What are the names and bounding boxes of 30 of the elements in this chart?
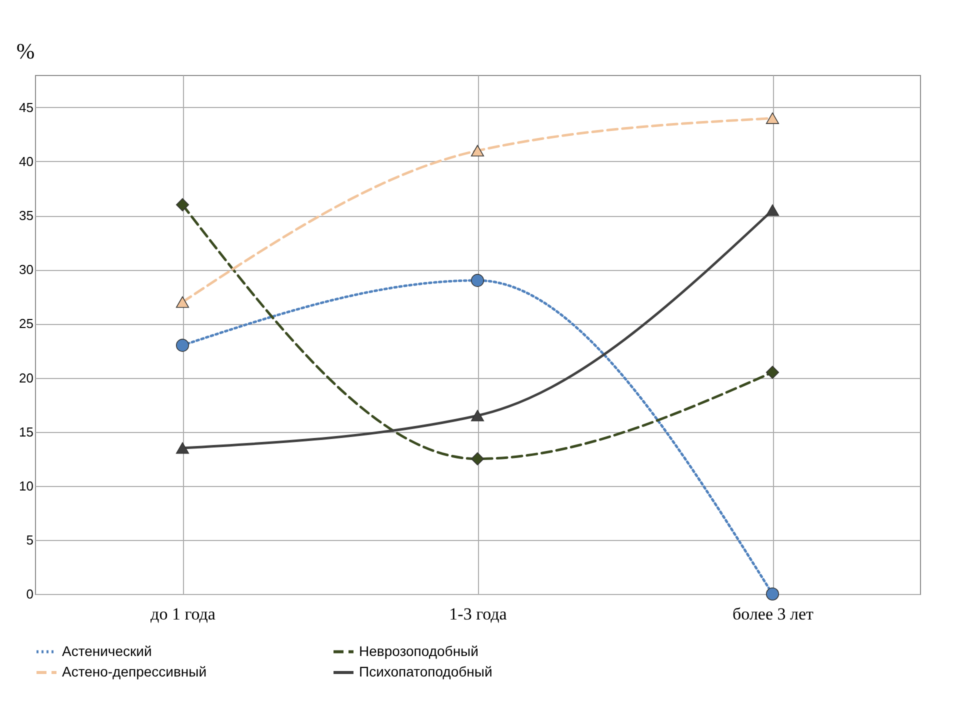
- point: [176, 442, 190, 454]
- y-tick-label: 15: [19, 424, 34, 440]
- point: [470, 274, 484, 287]
- legend-label: Неврозоподобный: [359, 642, 478, 659]
- y-tick-label: 25: [19, 316, 34, 332]
- y-tick-label: 30: [19, 262, 34, 278]
- y-tick-label: 20: [19, 370, 34, 386]
- y-tick-label: 45: [19, 100, 34, 115]
- point: [176, 296, 190, 308]
- y-tick-label: 10: [19, 478, 34, 494]
- y-tick-label: 0: [26, 586, 34, 602]
- point: [176, 338, 190, 352]
- point: [766, 587, 780, 601]
- y-tick-label: 40: [19, 154, 34, 169]
- point: [470, 452, 484, 466]
- y-tick-label: 5: [26, 532, 34, 548]
- x-tick-label: более 3 лет: [732, 604, 814, 624]
- x-tick-label: до 1 года: [150, 604, 216, 624]
- point: [766, 366, 780, 379]
- y-tick-label: 35: [19, 208, 34, 224]
- legend-label: Астено-депрессивный: [62, 664, 207, 680]
- point: [470, 410, 484, 422]
- point: [176, 198, 190, 212]
- x-tick-label: 1-3 года: [449, 604, 508, 624]
- legend-label: Психопатоподобный: [359, 664, 492, 680]
- point: [766, 112, 780, 124]
- y-axis-title: %: [16, 38, 35, 64]
- point: [766, 204, 780, 216]
- legend-label: Астенический: [62, 642, 152, 659]
- point: [470, 144, 484, 156]
